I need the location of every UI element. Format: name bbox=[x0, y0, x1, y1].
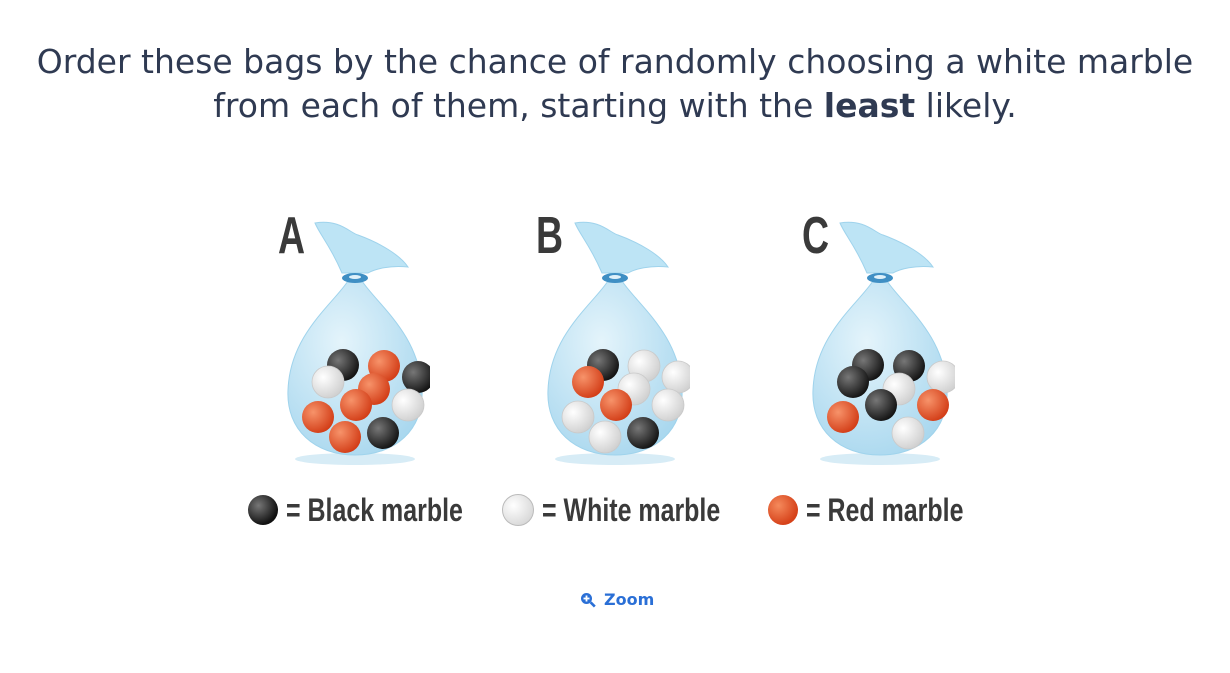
red-marble bbox=[572, 366, 604, 398]
black-marble bbox=[865, 389, 897, 421]
legend-black: = Black marble bbox=[248, 490, 513, 530]
legend-red-label: = Red marble bbox=[806, 491, 964, 528]
white-marble bbox=[891, 416, 925, 450]
zoom-button[interactable]: Zoom bbox=[580, 590, 654, 609]
white-marble bbox=[926, 360, 955, 394]
red-marble bbox=[340, 389, 372, 421]
bag-shadow bbox=[555, 453, 675, 465]
zoom-label: Zoom bbox=[604, 590, 655, 609]
white-marble-icon bbox=[502, 494, 534, 526]
black-marble bbox=[627, 417, 659, 449]
bag-c bbox=[812, 221, 955, 465]
red-marble bbox=[302, 401, 334, 433]
question-line-1: Order these bags by the chance of random… bbox=[36, 42, 1194, 81]
bag-label-b: B bbox=[536, 207, 564, 265]
legend-black-label: = Black marble bbox=[286, 491, 463, 528]
question-line-2-end: likely. bbox=[915, 86, 1017, 125]
red-marble bbox=[329, 421, 361, 453]
white-marble bbox=[661, 360, 690, 394]
question-emphasis: least bbox=[823, 86, 916, 125]
bag-label-c: C bbox=[802, 207, 830, 265]
red-marble bbox=[827, 401, 859, 433]
black-marble bbox=[367, 417, 399, 449]
white-marble bbox=[561, 400, 595, 434]
question-text: Order these bags by the chance of random… bbox=[0, 40, 1230, 128]
legend-white-label: = White marble bbox=[542, 491, 721, 528]
bag-label-a: A bbox=[278, 207, 306, 265]
question-line-2-start: from each of them, starting with the bbox=[213, 86, 824, 125]
black-marble-icon bbox=[248, 495, 278, 525]
legend-white: = White marble bbox=[502, 490, 771, 530]
white-marble bbox=[311, 365, 345, 399]
white-marble bbox=[391, 388, 425, 422]
black-marble bbox=[837, 366, 869, 398]
bag-shadow bbox=[820, 453, 940, 465]
red-marble bbox=[917, 389, 949, 421]
bag-top bbox=[314, 221, 410, 274]
bag-shadow bbox=[295, 453, 415, 465]
white-marble bbox=[588, 420, 622, 454]
marble-bags-figure: A B C = Black marble = White marble = Re… bbox=[240, 200, 1000, 550]
white-marble bbox=[651, 388, 685, 422]
zoom-in-icon bbox=[581, 592, 596, 607]
question-line-2: from each of them, starting with the lea… bbox=[0, 84, 1230, 128]
red-marble-icon bbox=[768, 495, 798, 525]
red-marble bbox=[600, 389, 632, 421]
bag-a bbox=[287, 221, 430, 465]
legend-red: = Red marble bbox=[768, 490, 1008, 530]
bag-top bbox=[574, 221, 670, 274]
black-marble bbox=[402, 361, 430, 393]
bag-top bbox=[839, 221, 935, 274]
bag-b bbox=[547, 221, 690, 465]
